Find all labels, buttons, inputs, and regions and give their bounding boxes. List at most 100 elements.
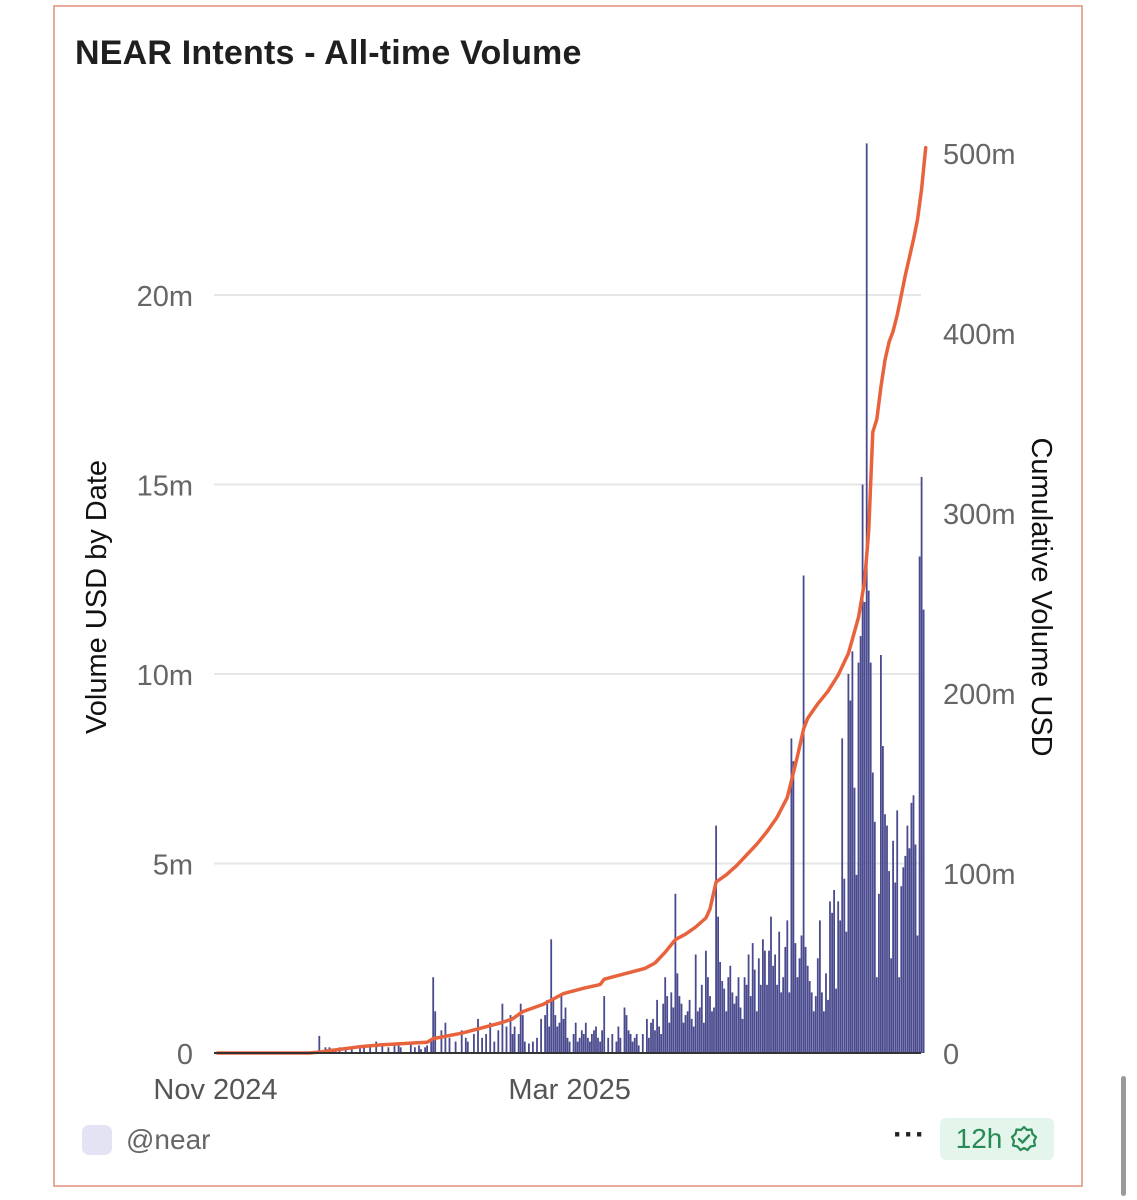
volume-bar	[821, 992, 823, 1053]
y-right-tick-label: 500m	[943, 139, 1016, 171]
volume-bar	[635, 1034, 638, 1053]
volume-bar	[888, 871, 890, 1053]
more-icon[interactable]: ···	[893, 1118, 926, 1151]
volume-bar	[593, 1030, 595, 1053]
volume-bar	[768, 950, 770, 1053]
cumulative-volume-line	[215, 145, 928, 1055]
y-left-tick-label: 0	[177, 1039, 193, 1071]
volume-bar	[489, 1022, 492, 1053]
volume-bar	[532, 1041, 534, 1053]
volume-bar	[615, 1041, 618, 1053]
volume-bar	[703, 1022, 705, 1053]
volume-bar	[696, 1011, 699, 1053]
volume-bar	[418, 1045, 420, 1053]
volume-bar	[350, 1049, 353, 1053]
volume-bar	[886, 825, 888, 1053]
volume-bar	[814, 996, 817, 1053]
volume-bar	[794, 943, 797, 1053]
volume-bar	[578, 1037, 581, 1053]
volume-bar	[420, 1049, 422, 1053]
volume-bar	[914, 844, 917, 1053]
x-tick-label: Nov 2024	[153, 1074, 277, 1106]
author-info[interactable]: @near	[82, 1120, 210, 1160]
volume-bar	[540, 1018, 542, 1053]
volume-bar	[912, 795, 915, 1053]
page-scrollbar[interactable]	[1121, 1076, 1126, 1196]
volume-bar	[878, 893, 880, 1053]
volume-bar	[920, 476, 923, 1053]
volume-bar	[690, 1018, 693, 1053]
volume-bar	[654, 1030, 656, 1053]
volume-bar	[633, 1037, 636, 1053]
volume-bar	[829, 901, 831, 1053]
volume-bar	[646, 1018, 648, 1053]
volume-bar	[664, 977, 667, 1053]
volume-bar	[550, 939, 553, 1053]
volume-bar	[607, 1037, 610, 1053]
volume-bar	[871, 772, 874, 1053]
volume-bar	[672, 1007, 675, 1053]
volume-bar	[641, 1034, 644, 1053]
volume-bar	[430, 1041, 433, 1053]
volume-bar	[707, 977, 709, 1053]
volume-bar	[772, 965, 774, 1053]
volume-bar	[739, 1007, 742, 1053]
volume-bar	[819, 920, 821, 1053]
volume-bar	[631, 1041, 634, 1053]
volume-bar	[650, 1022, 652, 1053]
x-tick-label: Mar 2025	[508, 1074, 631, 1106]
volume-bar	[782, 977, 785, 1053]
volume-bar	[780, 992, 783, 1053]
volume-bar	[497, 1030, 500, 1053]
volume-bar	[414, 1047, 416, 1053]
volume-bar	[880, 655, 882, 1053]
volume-bar	[882, 746, 884, 1053]
volume-bar	[558, 1022, 561, 1053]
volume-bar	[680, 1003, 683, 1053]
volume-bar	[853, 787, 856, 1053]
volume-bar	[908, 848, 911, 1053]
y-right-axis-label: Cumulative Volume USD	[1025, 437, 1057, 756]
volume-bar	[835, 988, 837, 1053]
volume-bar	[900, 886, 903, 1053]
volume-bar	[591, 1034, 593, 1053]
volume-bar	[892, 840, 894, 1053]
volume-bar	[397, 1045, 400, 1053]
volume-bar	[869, 662, 872, 1053]
volume-bar	[658, 1026, 660, 1053]
volume-bar	[833, 890, 835, 1053]
volume-bar	[837, 901, 840, 1053]
y-left-tick-label: 5m	[153, 850, 193, 882]
volume-bar	[737, 977, 740, 1053]
volume-bar	[576, 1041, 579, 1053]
avatar-icon	[82, 1125, 112, 1155]
volume-bar	[625, 1015, 628, 1053]
refresh-badge[interactable]: 12h	[940, 1118, 1054, 1160]
y-right-tick-label: 400m	[943, 319, 1016, 351]
volume-bar	[464, 1037, 467, 1053]
volume-bar	[682, 1022, 685, 1053]
volume-bar	[741, 1018, 744, 1053]
volume-bar	[792, 761, 795, 1053]
volume-bar	[904, 855, 907, 1053]
volume-bar	[344, 1048, 347, 1053]
volume-bar	[473, 1034, 475, 1053]
volume-bar	[375, 1041, 378, 1053]
verified-check-icon	[1011, 1125, 1038, 1152]
author-handle[interactable]: @near	[126, 1124, 211, 1155]
volume-bar	[884, 814, 886, 1053]
volume-bar	[849, 700, 852, 1053]
volume-bar	[434, 1011, 437, 1053]
volume-bar	[823, 1011, 825, 1053]
volume-bar	[521, 1015, 524, 1053]
volume-bar	[448, 1037, 451, 1053]
volume-bar	[845, 931, 848, 1053]
volume-bar	[424, 1047, 426, 1053]
volume-bar	[562, 1018, 565, 1053]
bar-series	[318, 143, 925, 1054]
volume-bar	[804, 946, 807, 1053]
volume-bar	[363, 1047, 365, 1053]
volume-bar	[509, 1015, 512, 1053]
volume-bar	[751, 943, 754, 1053]
volume-bar	[568, 1041, 571, 1053]
